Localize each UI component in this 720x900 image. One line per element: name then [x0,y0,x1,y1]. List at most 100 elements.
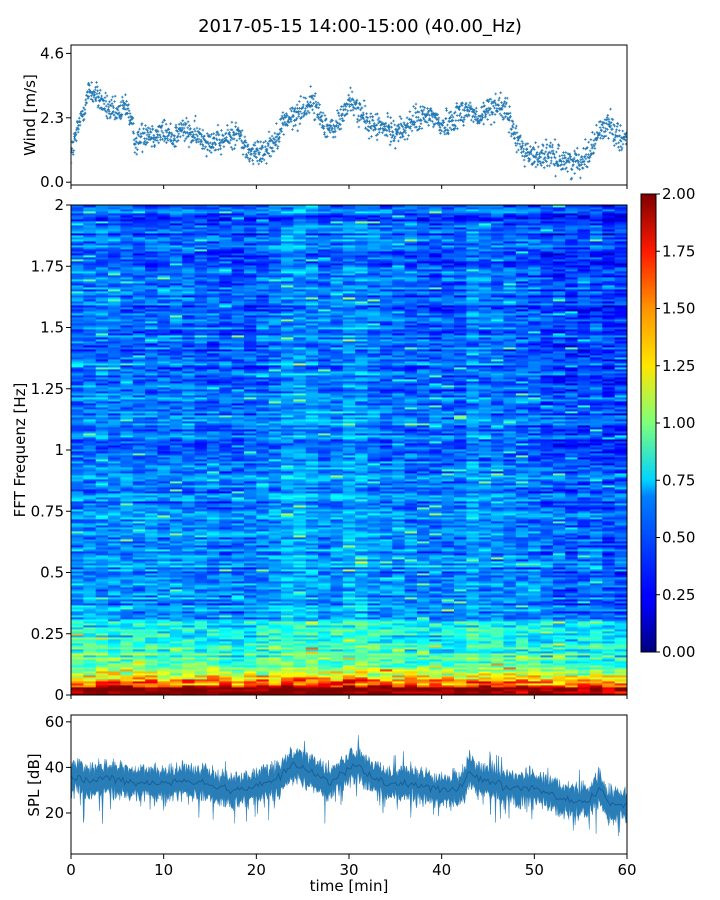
spectrogram-cell [157,691,171,694]
spectrogram-cell [71,611,84,614]
spectrogram-cell [71,509,84,512]
spectrogram-cell [318,589,331,592]
spectrogram-cell [318,693,331,696]
spectrogram-cell [132,675,146,678]
spectrogram-cell [565,489,578,492]
spectrogram-cell [577,589,591,592]
spectrogram-cell [565,673,578,676]
spectrogram-cell [157,581,171,584]
spectrogram-cell [231,687,245,690]
spectrogram-cell [243,501,257,504]
spectrogram-cell [194,681,208,684]
spectrogram-cell [429,531,443,534]
spectrogram-cell [256,687,270,690]
spectrogram-cell [145,673,158,676]
spectrogram-cell [466,579,480,582]
spectrogram-cell [219,517,233,520]
spectrogram-cell [515,625,529,628]
spectrogram-cell [441,671,455,674]
spectrogram-cell [540,571,554,574]
spectrogram-cell [565,663,578,666]
spectrogram-cell [540,529,554,532]
spectrogram-cell [392,643,405,646]
spectrogram-cell [132,533,146,536]
spectrogram-cell [589,519,603,522]
spectrogram-cell [355,521,368,524]
spectrogram-cell [589,533,603,536]
spectrogram-cell [342,617,356,620]
spectrogram-cell [552,491,566,494]
spectrogram-cell [293,513,307,516]
spectrogram-cell [342,501,356,504]
spectrogram-cell [206,553,220,556]
spectrogram-cell [108,577,121,580]
spectrogram-cell [132,519,146,522]
spectrogram-cell [256,643,270,646]
spectrogram-cell [145,487,158,490]
spectrogram-cell [503,663,517,666]
spectrogram-cell [515,561,529,564]
spectrogram-cell [379,663,393,666]
spectrogram-cell [441,511,455,514]
spectrogram-cell [182,601,195,604]
spectrogram-cell [293,485,307,488]
spectrogram-cell [528,631,541,634]
spectrogram-cell [256,639,270,642]
spectrogram-cell [157,477,171,480]
spectrogram-cell [231,631,245,634]
spectrogram-cell [429,577,443,580]
spectrogram-cell [404,617,418,620]
spectrogram-cell [503,577,517,580]
spectrogram-cell [404,505,418,508]
spectrogram-cell [120,645,134,648]
spectrogram-cell [71,569,84,572]
spectrogram-cell [454,657,467,660]
spectrogram-cell [132,567,146,570]
spectrogram-cell [503,513,517,516]
spectrogram-cell [268,561,282,564]
spectrogram-cell [120,669,134,672]
spectrogram-cell [367,673,381,676]
spectrogram-cell [281,615,294,618]
spectrogram-cell [83,655,97,658]
spectrogram-cell [243,551,257,554]
spectrogram-cell [392,579,405,582]
spectrogram-cell [466,545,480,548]
spectrogram-cell [169,651,183,654]
spectrogram-cell [95,685,109,688]
spectrogram-cell [589,475,603,478]
spectrogram-cell [305,481,319,484]
spectrogram-cell [194,513,208,516]
spectrogram-cell [503,633,517,636]
spectrogram-cell [614,487,628,490]
spectrogram-cell [392,595,405,598]
spectrogram-cell [540,497,554,500]
spectrogram-cell [478,523,492,526]
spectrogram-cell [256,627,270,630]
spectrogram-cell [392,543,405,546]
spectrogram-cell [293,537,307,540]
spectrogram-cell [108,479,121,482]
spectrogram-cell [355,569,368,572]
spectrogram-cell [540,499,554,502]
spectrogram-cell [157,685,171,688]
spectrogram-cell [342,597,356,600]
spectrogram-cell [243,487,257,490]
spectrogram-cell [120,657,134,660]
spectrogram-cell [71,623,84,626]
spectrogram-cell [342,659,356,662]
spectrogram-cell [565,555,578,558]
spectrogram-cell [441,677,455,680]
spectrogram-cell [108,525,121,528]
spectrogram-cell [305,491,319,494]
spectrogram-cell [231,583,245,586]
spectrogram-cell [491,627,504,630]
spectrogram-cell [132,639,146,642]
spectrogram-cell [503,511,517,514]
spectrogram-cell [305,579,319,582]
spectrogram-cell [528,647,541,650]
spectrogram-cell [491,551,504,554]
spectrogram-cell [478,667,492,670]
spectrogram-cell [515,549,529,552]
spectrogram-cell [330,583,344,586]
